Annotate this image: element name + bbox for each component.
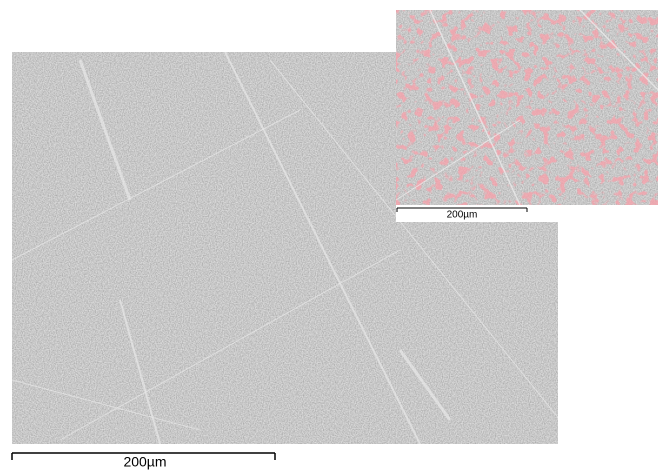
inset-image xyxy=(396,10,658,205)
page: 200µm 200µm (() => { const data = JSON.p… xyxy=(0,0,658,470)
inset-overlay xyxy=(396,10,658,205)
micrograph-figure: 200µm 200µm xyxy=(0,0,658,470)
inset-scale-label: 200µm xyxy=(447,210,478,221)
main-scale-label: 200µm xyxy=(123,454,166,470)
